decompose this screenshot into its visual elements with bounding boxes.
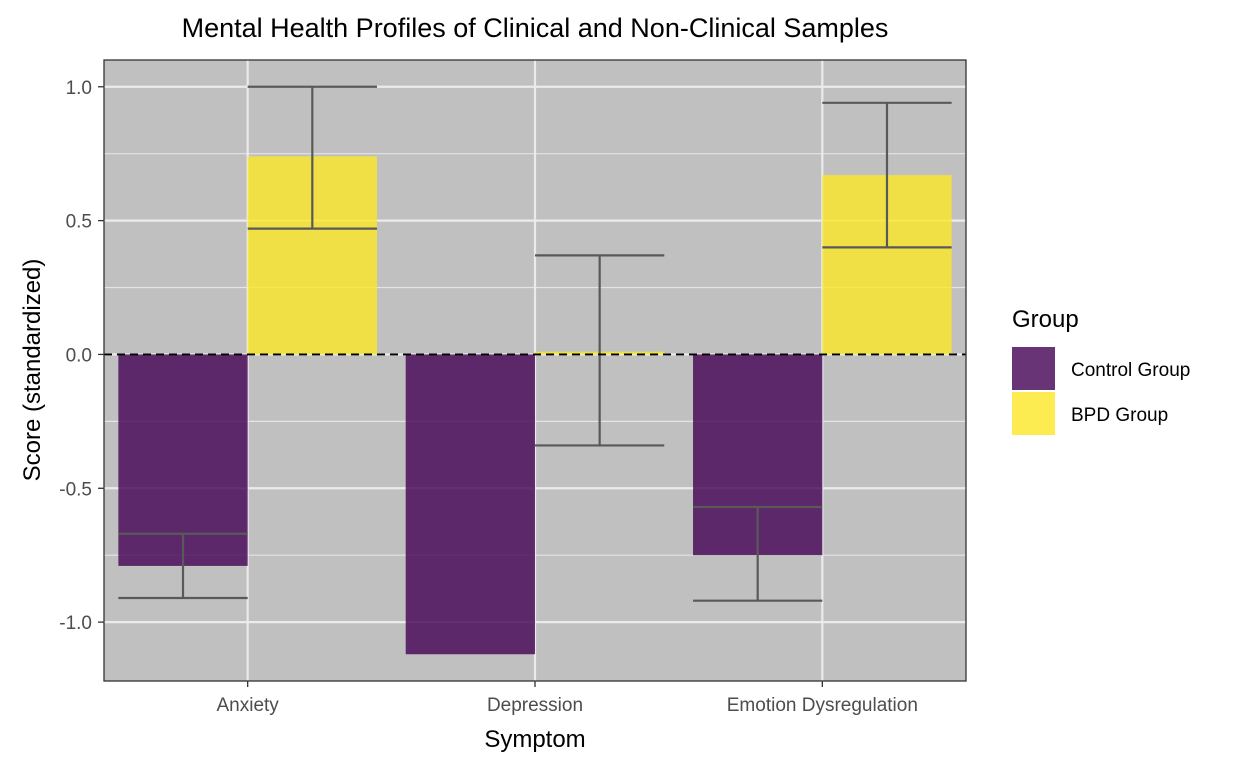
y-tick-label: 0.0 [66,345,92,366]
error-bar [535,254,665,447]
legend-label: Control Group [1071,360,1190,381]
bar-control-group-depression [405,354,535,655]
legend-key-control-group [1012,347,1055,390]
y-tick-label: -0.5 [59,479,92,500]
x-axis-title: Symptom [484,726,585,753]
error-bar [247,85,377,230]
x-tick-label: Depression [487,695,583,716]
y-tick-label: -1.0 [59,613,92,634]
x-tick-label: Anxiety [217,695,280,716]
error-bar [118,532,248,600]
legend-key-bpd-group [1012,392,1055,435]
bar-control-group-anxiety [118,354,248,566]
legend-title: Group [1012,306,1079,333]
chart-title: Mental Health Profiles of Clinical and N… [182,13,889,43]
error-bar [822,101,952,249]
y-axis-title: Score (standardized) [19,259,46,482]
legend-label: BPD Group [1071,405,1168,426]
plot-panel [103,59,967,682]
y-tick-label: 0.5 [66,212,92,233]
error-bar [693,505,823,602]
legend: Group Control Group BPD Group [1012,306,1190,435]
y-tick-label: 1.0 [66,78,92,99]
x-tick-label: Emotion Dysregulation [727,695,918,716]
